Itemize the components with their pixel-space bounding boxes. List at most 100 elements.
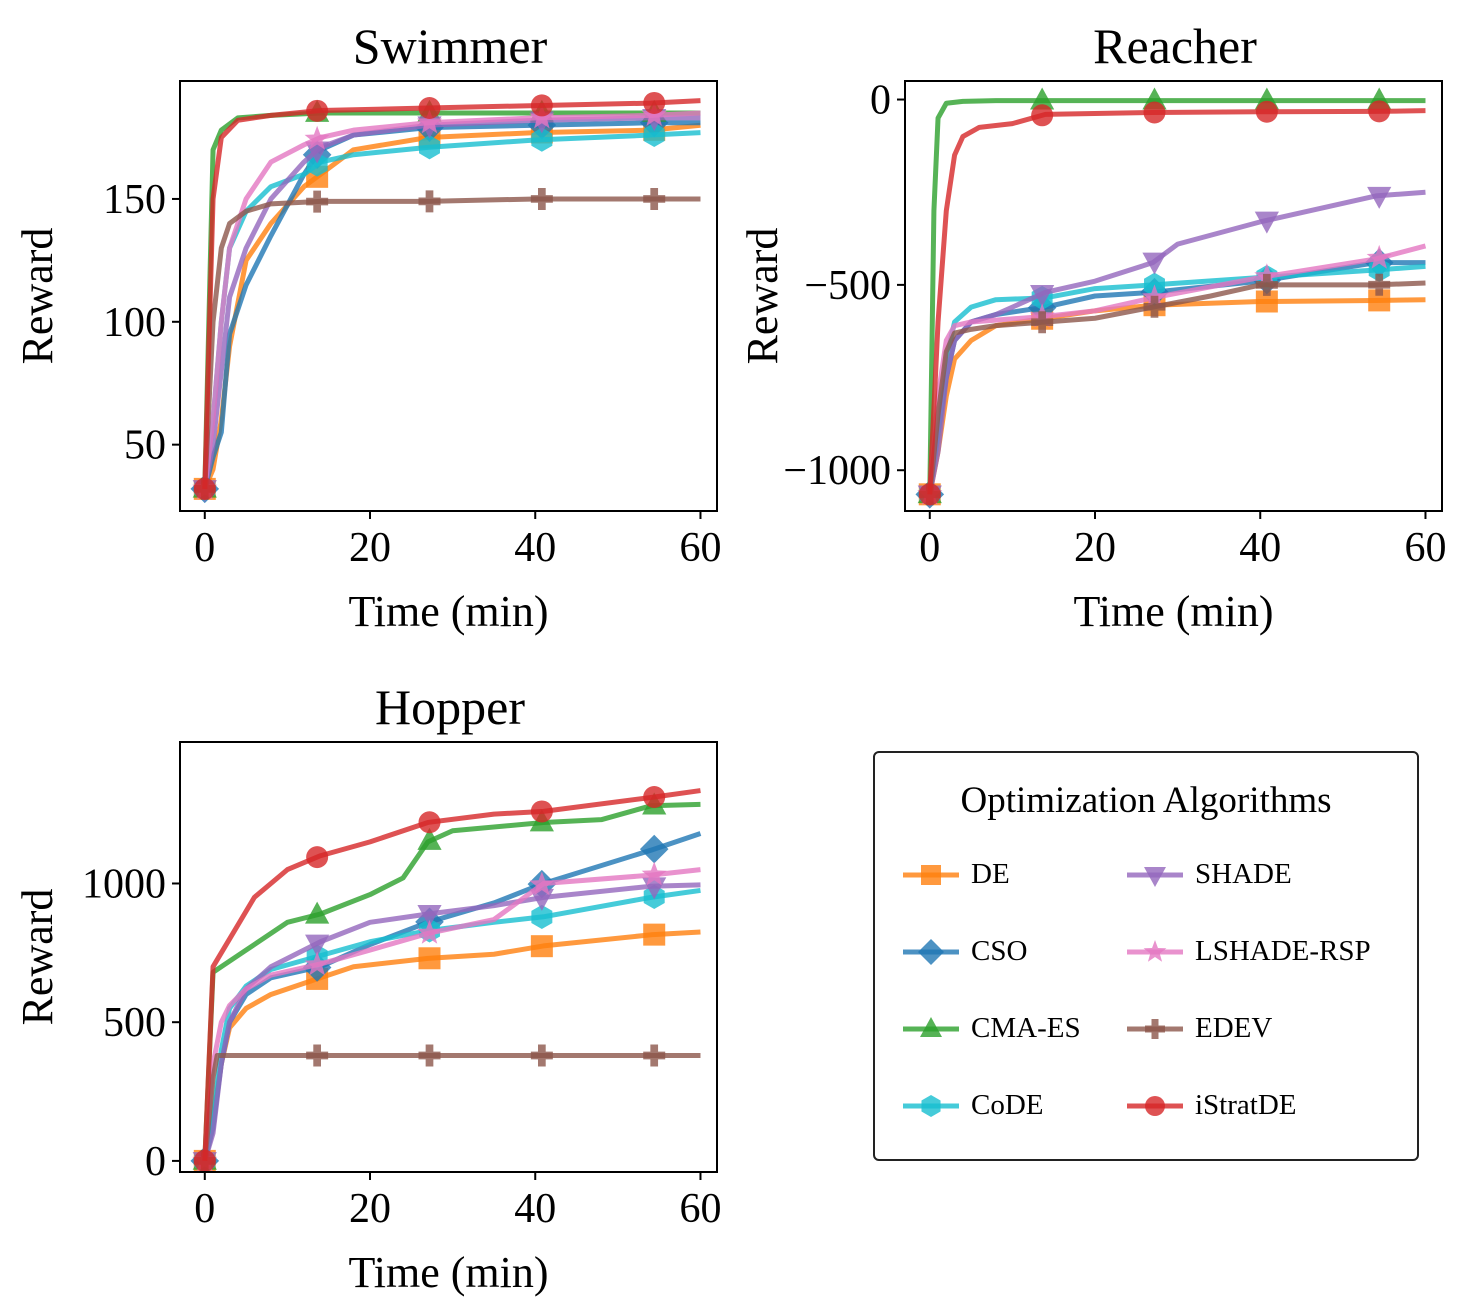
plot-frame [179,80,718,512]
y-tick-label: 100 [103,300,166,346]
x-tick-label: 40 [1239,525,1281,571]
data-point-istratde [530,94,553,117]
series-line-edev [202,196,701,490]
data-point-cso [639,834,669,864]
legend-label: EDEV [1195,1012,1273,1044]
data-point-edev [1368,273,1391,296]
legend-item-istratde: iStratDE [1127,1089,1297,1122]
y-tick-label: 150 [103,177,166,223]
x-tick-label: 0 [194,1186,215,1232]
data-point-istratde [193,1149,216,1172]
data-point-edev [306,190,329,213]
data-point-shade [1030,284,1055,307]
legend-label: iStratDE [1195,1089,1297,1121]
series-line-istratde [202,98,701,489]
data-point-cma-es [1030,87,1055,110]
x-tick-label: 40 [514,1186,556,1232]
data-point-edev [530,1044,553,1067]
star-marker-icon [1127,939,1183,962]
data-point-edev [1143,295,1166,318]
data-point-istratde [1031,104,1054,127]
data-point-lshade-rsp [416,109,443,134]
plot-frame [904,80,1443,512]
hexagon-marker-icon [903,1094,959,1117]
data-point-lshade-rsp [304,125,330,150]
plot-frame [179,741,718,1173]
data-point-cma-es [417,827,442,850]
series-line-cma-es [202,801,701,1162]
series-line-istratde [927,108,1426,495]
chart-hopper: Hopper 0 20 40 60 0 500 1000 Time (min) Reward [13,679,721,1297]
data-point-shade [417,904,442,927]
legend-item-edev: EDEV [1127,1012,1272,1045]
data-point-shade [305,934,330,957]
legend-label: CSO [971,935,1028,967]
data-point-de [1368,289,1391,312]
x-tick-label: 40 [514,525,556,571]
y-axis-label: Reward [13,228,62,365]
data-point-istratde [306,846,329,869]
legend-title: Optimization Algorithms [960,780,1332,821]
x-tick-label: 20 [349,525,391,571]
data-point-edev [643,1044,666,1067]
series-line-shade [927,189,1426,495]
chart-swimmer: Swimmer 0 20 40 60 50 100 150 Time (min) Reward [13,18,721,636]
x-axis-label: Time (min) [1073,587,1273,636]
data-point-lshade-rsp [529,104,555,129]
data-point-istratde [418,96,441,119]
legend-item-lshade-rsp: LSHADE-RSP [1127,935,1371,968]
data-point-code [531,127,553,152]
data-point-lshade-rsp [641,102,667,126]
series-line-de [202,122,701,490]
series-line-edev [202,1052,701,1162]
data-point-edev [306,1044,329,1067]
series-group [190,91,701,504]
legend-item-code: CoDE [903,1089,1044,1122]
data-point-de [1255,290,1278,313]
legend-label: DE [971,858,1010,890]
circle-marker-icon [1127,1095,1183,1116]
y-tick-label: 0 [145,1139,166,1185]
y-tick-label: −500 [804,263,891,309]
data-point-code [643,122,665,147]
series-line-shade [202,115,701,490]
data-point-istratde [418,811,441,834]
data-point-lshade-rsp [641,861,667,886]
triangle-down-marker-icon [1127,866,1183,887]
x-tick-label: 60 [679,1186,721,1232]
legend-item-cma-es: CMA-ES [903,1012,1081,1045]
series-group [190,786,702,1172]
data-point-edev [530,187,553,210]
y-tick-label: 50 [124,423,166,469]
data-point-istratde [306,99,329,122]
data-point-cma-es [305,901,330,924]
data-point-istratde [1368,100,1391,123]
series-line-cso [202,120,701,490]
triangle-up-marker-icon [903,1016,959,1037]
data-point-istratde [918,483,941,506]
data-point-de [418,947,441,970]
data-point-edev [1255,273,1278,296]
data-point-edev [643,187,666,210]
series-group [915,87,1427,509]
data-point-istratde [643,91,666,114]
series-line-code [202,887,701,1162]
series-line-cma-es [202,110,701,489]
data-point-lshade-rsp [1366,244,1392,269]
data-point-de [643,923,666,946]
data-point-code [306,152,328,177]
data-point-code [419,135,440,160]
legend-label: CoDE [971,1089,1044,1121]
x-tick-label: 60 [679,525,721,571]
legend-item-shade: SHADE [1127,858,1292,891]
series-line-cma-es [927,98,1426,495]
series-line-cso [202,831,702,1162]
data-point-istratde [530,800,553,823]
y-tick-label: 0 [870,78,891,124]
y-tick-label: 1000 [82,861,166,907]
legend: Optimization Algorithms DE CSO CMA-ES CoDE S… [873,751,1419,1161]
data-point-edev [418,190,441,213]
legend-label: CMA-ES [971,1012,1081,1044]
data-point-shade [1367,186,1392,209]
